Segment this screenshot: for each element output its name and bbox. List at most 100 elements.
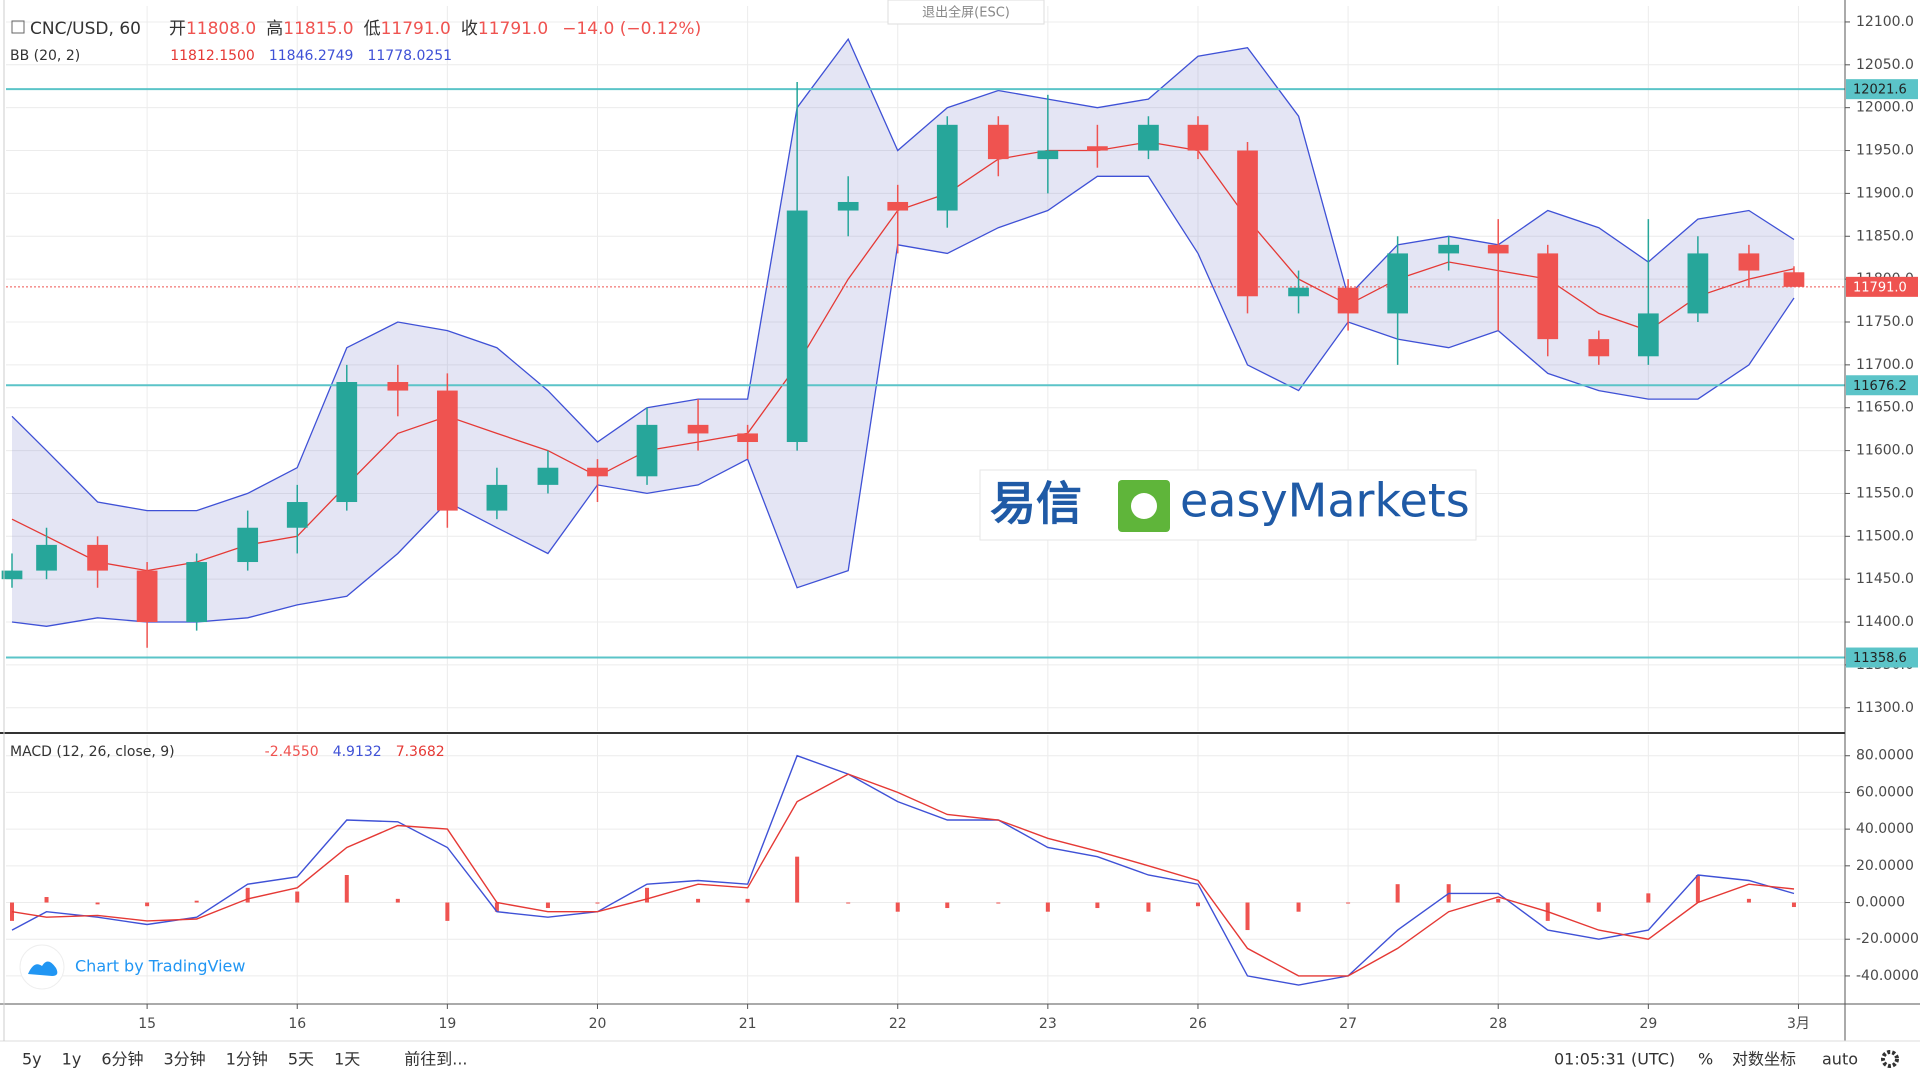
histogram-bar — [846, 902, 851, 904]
candle-body — [837, 201, 859, 211]
y-tick-label: 80.0000 — [1856, 748, 1914, 764]
ohlc-name: 低 — [364, 19, 381, 39]
histogram-bar — [1195, 902, 1200, 907]
indicator-value: 11778.0251 — [367, 48, 452, 64]
candle-body — [1138, 124, 1159, 151]
y-tick-label: 11700.0 — [1856, 357, 1914, 373]
hline-label-bg — [1846, 375, 1918, 396]
histogram-bar — [1146, 902, 1151, 912]
percent-toggle[interactable]: % — [1698, 1050, 1713, 1069]
candle-body — [1687, 253, 1709, 314]
toolbar-button[interactable]: 前往到... — [404, 1050, 467, 1069]
hline-label: 11358.6 — [1853, 651, 1907, 666]
symbol: CNC/USD, 60 — [30, 19, 141, 39]
toolbar-button[interactable]: 1y — [62, 1050, 82, 1069]
histogram-bar — [395, 898, 400, 903]
y-tick-label: 11300.0 — [1856, 700, 1914, 716]
y-tick-label: 11950.0 — [1856, 143, 1914, 159]
candle-body — [1037, 150, 1059, 160]
histogram-bar — [1791, 902, 1796, 908]
candle-body — [1537, 253, 1559, 340]
log-toggle[interactable]: 对数坐标 — [1732, 1050, 1796, 1069]
histogram-bar — [445, 902, 450, 921]
hline-label-bg — [1846, 79, 1918, 100]
histogram-bar — [1695, 875, 1700, 903]
histogram-bar — [696, 898, 701, 903]
hline-label: 12021.6 — [1853, 83, 1907, 98]
histogram-bar — [645, 887, 650, 903]
indicator-value: 11812.1500 — [170, 48, 255, 64]
indicator-value: 4.9132 — [333, 744, 382, 760]
histogram-bar — [545, 902, 550, 909]
y-tick-label: 11600.0 — [1856, 443, 1914, 459]
marks — [1, 37, 1845, 986]
logo: 易信 easyMarkets — [979, 469, 1477, 541]
candle-body — [87, 544, 108, 571]
candle-body — [1187, 124, 1209, 151]
histogram-bar — [1646, 893, 1651, 903]
candle-body — [1237, 150, 1258, 297]
indicator-legend: MACD (12, 26, close, 9) -2.4550 4.9132 7.36… — [10, 744, 445, 760]
exit-button-bg[interactable] — [887, 0, 1045, 25]
indicator-value: -2.4550 — [265, 744, 319, 760]
macd-line — [11, 773, 1795, 977]
candle-body — [1337, 287, 1359, 314]
candle-body — [1783, 272, 1805, 287]
candle-body — [36, 544, 57, 571]
histogram-bar — [1245, 902, 1250, 931]
candle-body — [1588, 339, 1610, 357]
branding[interactable]: Chart by TradingView — [19, 944, 245, 990]
toolbar-button[interactable]: 1分钟 — [226, 1050, 268, 1069]
x-tick-label: 20 — [589, 1016, 607, 1032]
y-tick-label: 11550.0 — [1856, 485, 1914, 501]
macd-line — [11, 754, 1795, 986]
histogram-bar — [494, 902, 499, 912]
toolbar-button[interactable]: 5y — [22, 1050, 42, 1069]
auto-toggle[interactable]: auto — [1822, 1050, 1858, 1069]
axes — [0, 0, 1920, 1042]
y-tick-label: 12100.0 — [1856, 14, 1914, 30]
y-tick-label: 60.0000 — [1856, 784, 1914, 800]
histogram-bar — [1746, 898, 1751, 903]
candle-body — [537, 467, 559, 485]
histogram-bar — [194, 900, 199, 903]
logo-dot — [1131, 493, 1157, 519]
branding-text[interactable]: Chart by TradingView — [75, 957, 245, 976]
x-tick-label: 28 — [1489, 1016, 1507, 1032]
y-tick-label: 11450.0 — [1856, 571, 1914, 587]
histogram-bar — [996, 902, 1001, 904]
histogram-bar — [295, 891, 300, 903]
indicator-value: 7.3682 — [396, 744, 445, 760]
y-tick-label: 11500.0 — [1856, 528, 1914, 544]
histogram-bar — [1395, 884, 1400, 903]
indicator-value: 11846.2749 — [269, 48, 354, 64]
histogram-bar — [1346, 902, 1351, 904]
hline-label: 11676.2 — [1853, 379, 1907, 394]
toolbar-button[interactable]: 1天 — [334, 1050, 360, 1069]
settings-icon[interactable] — [1881, 1050, 1899, 1068]
hline-label-bg — [1846, 647, 1918, 668]
y-tick-label: -20.0000 — [1856, 931, 1919, 947]
x-tick-label: 15 — [138, 1016, 156, 1032]
indicator-name: MACD (12, 26, close, 9) — [10, 744, 175, 760]
ohlc-value: 11791.0 — [478, 19, 548, 39]
exit-fullscreen[interactable]: 退出全屏(ESC) — [922, 5, 1010, 21]
candle-body — [1438, 244, 1460, 254]
histogram-bar — [1045, 902, 1050, 912]
legend-icon — [11, 20, 25, 34]
candle-body — [486, 484, 508, 511]
toolbar-button[interactable]: 3分钟 — [164, 1050, 206, 1069]
histogram-bar — [1296, 902, 1301, 912]
ohlc-name: 高 — [266, 19, 283, 39]
branding-icon — [28, 961, 58, 976]
y-tick-label: 11850.0 — [1856, 228, 1914, 244]
toolbar-button[interactable]: 5天 — [288, 1050, 314, 1069]
histogram-bar — [795, 856, 800, 903]
clock: 01:05:31 (UTC) — [1554, 1050, 1675, 1069]
x-tick-label: 16 — [288, 1016, 306, 1032]
candle-body — [587, 467, 608, 477]
x-tick-label: 22 — [889, 1016, 907, 1032]
x-tick-label: 29 — [1639, 1016, 1657, 1032]
toolbar-button[interactable]: 6分钟 — [101, 1050, 143, 1069]
